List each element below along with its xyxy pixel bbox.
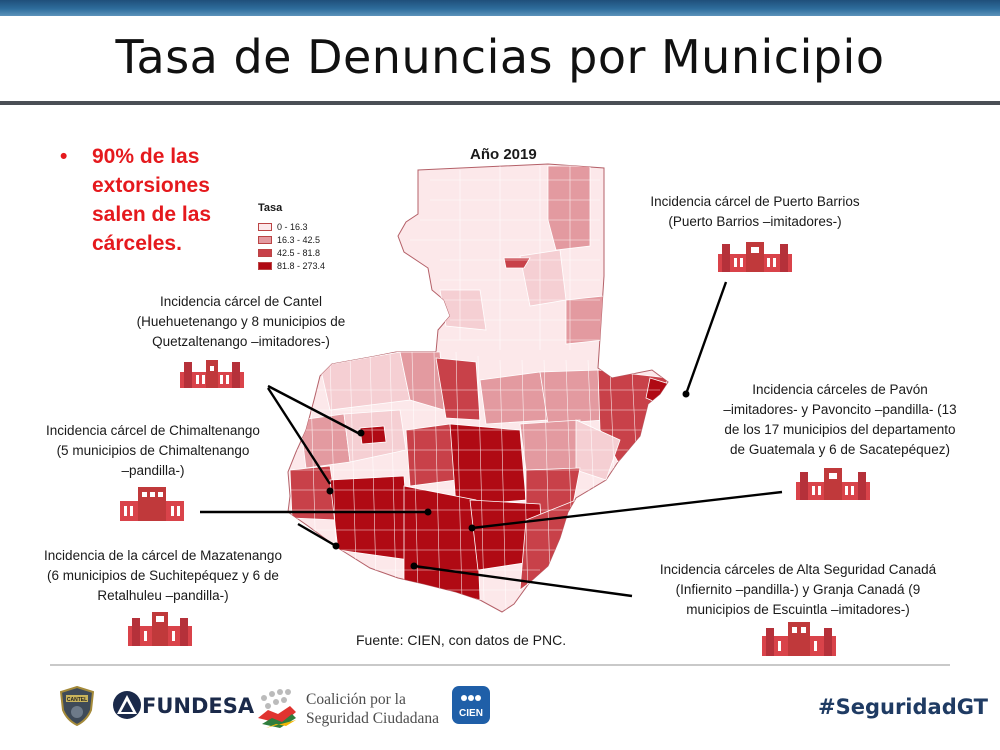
annotation-line: (Puerto Barrios –imitadores-) <box>668 214 842 229</box>
prison-icon <box>718 242 792 272</box>
annotation-line: Quetzaltenango –imitadores-) <box>152 334 330 349</box>
annotation-line: (6 municipios de Suchitepéquez y 6 de <box>47 568 279 583</box>
annotation-mazatenango: Incidencia de la cárcel de Mazatenango (… <box>18 546 308 606</box>
page-title: Tasa de Denuncias por Municipio <box>115 30 885 84</box>
map-title: Año 2019 <box>470 146 537 163</box>
region-escuintla <box>403 485 481 601</box>
cien-logo-text: CIEN <box>459 708 483 719</box>
annotation-line: municipios de Escuintla –imitadores-) <box>686 602 910 617</box>
region-peten-east <box>547 165 591 251</box>
legend-item: 81.8 - 273.4 <box>258 259 325 272</box>
annotation-line: –imitadores- y Pavoncito –pandilla- (13 <box>723 402 957 417</box>
annotation-line: Incidencia cárceles de Alta Seguridad Ca… <box>659 562 937 577</box>
legend-swatch <box>258 222 272 231</box>
fundesa-logo-text: FUNDESA <box>142 694 255 718</box>
title-divider <box>0 101 1000 105</box>
region-el-progreso <box>519 419 581 471</box>
annotation-line: Incidencia cárceles de Pavón <box>752 382 928 397</box>
region-puerto-barrios <box>645 377 668 405</box>
prison-icon <box>762 622 836 656</box>
annotation-pavon: Incidencia cárceles de Pavón –imitadores… <box>692 380 988 460</box>
legend-item: 0 - 16.3 <box>258 220 325 233</box>
source-note: Fuente: CIEN, con datos de PNC. <box>356 632 567 648</box>
bullet-text: 90% de las extorsiones salen de las cárc… <box>92 145 212 255</box>
coalicion-logo-mark <box>258 689 296 728</box>
coalicion-line: Seguridad Ciudadana <box>306 710 440 727</box>
region-huehuetenango <box>319 351 411 411</box>
legend-swatch <box>258 261 272 270</box>
pointer-dots <box>326 390 690 570</box>
legend-label: 81.8 - 273.4 <box>277 260 326 271</box>
legend-item: 42.5 - 81.8 <box>258 246 325 259</box>
coalicion-line: Coalición por la <box>306 691 406 708</box>
region-izabal-west <box>539 369 605 425</box>
prison-icon <box>796 468 870 500</box>
annotation-line: Retalhuleu –pandilla-) <box>97 588 229 603</box>
annotation-line: –pandilla-) <box>121 463 185 478</box>
cien-logo: CIEN <box>452 686 490 724</box>
annotation-line: Incidencia cárcel de Puerto Barrios <box>650 194 860 209</box>
legend-title: Tasa <box>258 202 283 214</box>
top-banner <box>0 0 1000 16</box>
coalicion-logo-text: Coalición por la Seguridad Ciudadana <box>306 690 439 728</box>
region-quetzaltenango <box>299 413 351 469</box>
cantel-badge-text: CANTEL <box>67 697 87 703</box>
bullet-point: • 90% de las extorsiones salen de las cá… <box>60 142 260 258</box>
legend-label: 0 - 16.3 <box>277 221 308 232</box>
pointer-lines <box>200 281 783 598</box>
annotation-line: (Infiernito –pandilla-) y Granja Canadá … <box>675 582 921 597</box>
legend-item: 16.3 - 42.5 <box>258 233 325 246</box>
prison-icon <box>120 487 184 521</box>
cantel-badge-logo: CANTEL <box>60 686 94 726</box>
annotation-chimaltenango: Incidencia cárcel de Chimaltenango (5 mu… <box>22 421 284 481</box>
region-chimaltenango <box>405 423 457 487</box>
region-baja-verapaz <box>479 371 549 425</box>
region-alta-verapaz <box>435 357 481 421</box>
region-suchitepequez <box>329 475 411 561</box>
region-cantel <box>359 425 387 445</box>
annotation-line: de los 17 municipios del departamento <box>724 422 956 437</box>
annotation-line: (Huehuetenango y 8 municipios de <box>136 314 346 329</box>
legend-label: 42.5 - 81.8 <box>277 247 321 258</box>
annotation-puerto-barrios: Incidencia cárcel de Puerto Barrios (Pue… <box>620 192 890 232</box>
prison-icon <box>128 612 192 646</box>
fundesa-logo-mark <box>113 691 141 719</box>
annotation-canada: Incidencia cárceles de Alta Seguridad Ca… <box>636 560 960 620</box>
annotation-line: de Guatemala y 6 de Sacatepéquez) <box>730 442 950 457</box>
prison-icon <box>180 360 244 388</box>
legend-swatch <box>258 248 272 257</box>
annotation-line: Incidencia cárcel de Cantel <box>159 294 323 309</box>
legend-label: 16.3 - 42.5 <box>277 234 321 245</box>
region-guatemala <box>449 423 527 507</box>
region-peten-small <box>503 257 531 269</box>
legend-swatch <box>258 235 272 244</box>
region-peten-west <box>439 289 487 331</box>
bullet-marker: • <box>60 145 68 168</box>
footer-divider <box>50 664 950 666</box>
annotation-line: Incidencia de la cárcel de Mazatenango <box>44 548 282 563</box>
map-legend: Tasa 0 - 16.3 16.3 - 42.5 42.5 - 81.8 81… <box>258 202 325 272</box>
annotation-cantel: Incidencia cárcel de Cantel (Huehuetenan… <box>96 292 386 352</box>
annotation-line: Incidencia cárcel de Chimaltenango <box>46 423 260 438</box>
annotation-line: (5 municipios de Chimaltenango <box>56 443 250 458</box>
hashtag: #SeguridadGT <box>818 695 988 719</box>
